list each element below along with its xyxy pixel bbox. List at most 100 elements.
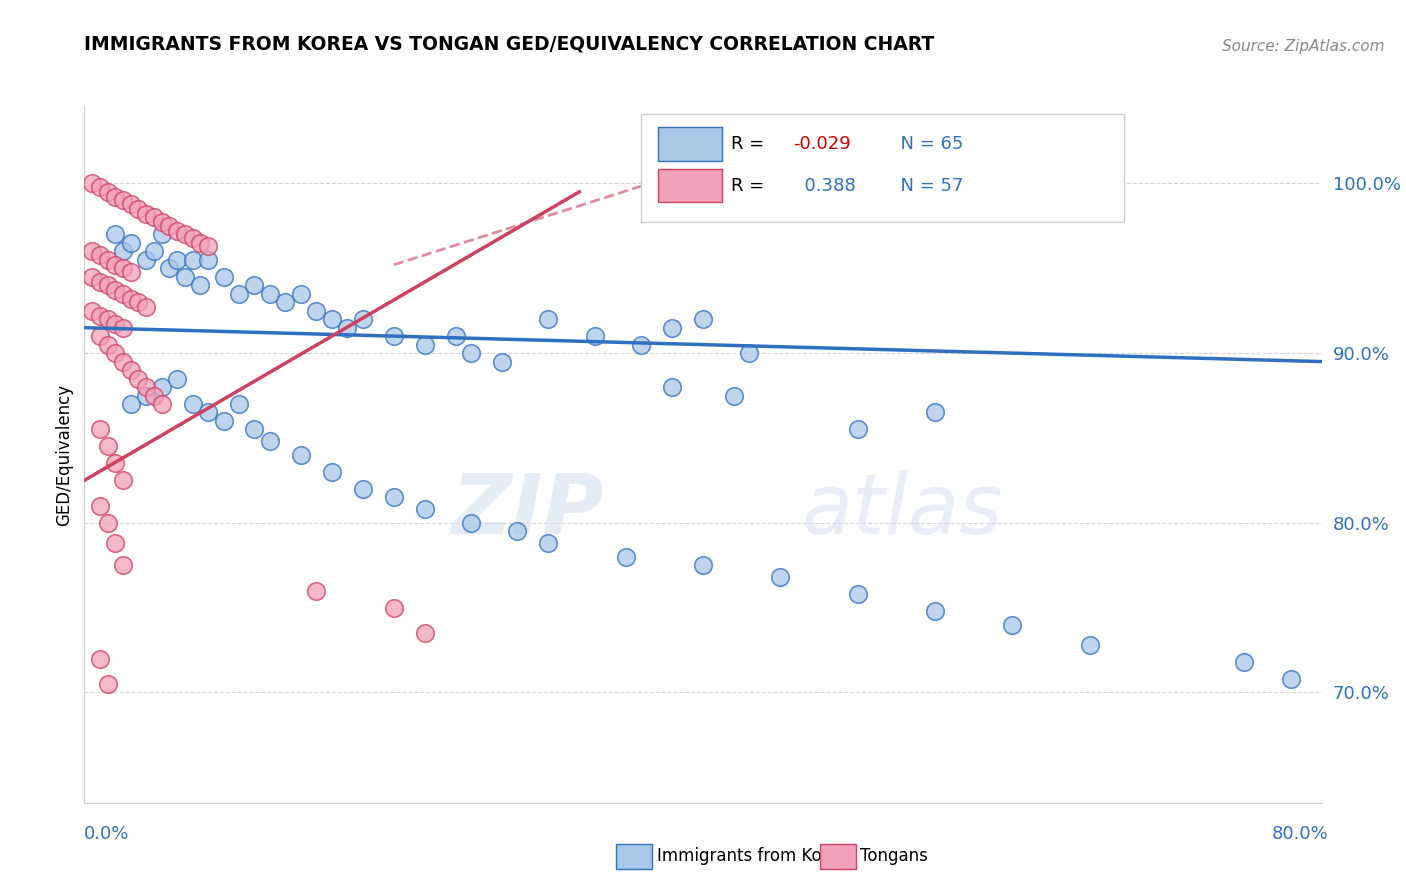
Point [188,278,211,293]
Point [924,405,946,419]
Point [112,558,135,573]
Text: Source: ZipAtlas.com: Source: ZipAtlas.com [1222,38,1385,54]
Point [382,600,405,615]
Point [89,422,111,436]
Point [661,320,683,334]
Point [321,312,343,326]
Point [120,292,142,306]
Point [174,227,197,242]
Point [692,558,714,573]
Point [150,397,173,411]
Point [228,286,250,301]
Point [197,405,219,419]
Point [491,354,513,368]
Text: 0.388: 0.388 [793,177,856,194]
Point [89,248,111,262]
Point [460,346,482,360]
Text: Tongans: Tongans [860,847,928,865]
Point [104,457,127,471]
Point [112,354,135,368]
Point [82,269,104,284]
Point [1001,617,1024,632]
Point [259,434,281,449]
Text: N = 65: N = 65 [889,135,963,153]
Point [290,286,312,301]
Text: 80.0%: 80.0% [1272,825,1329,843]
FancyBboxPatch shape [658,169,721,202]
Point [82,244,104,259]
Point [89,329,111,343]
Point [243,422,266,436]
Point [382,491,405,505]
Point [181,230,204,244]
Point [228,397,250,411]
Point [112,320,135,334]
Point [135,388,157,402]
Point [150,227,173,242]
Point [352,312,374,326]
Point [661,380,683,394]
Text: atlas: atlas [801,470,1004,551]
Point [82,177,104,191]
Point [197,252,219,267]
Point [166,252,188,267]
Point [537,536,560,550]
Point [120,397,142,411]
Point [846,422,869,436]
Point [89,651,111,665]
Point [212,269,235,284]
Point [96,312,118,326]
Point [692,312,714,326]
Point [188,235,211,250]
Point [120,265,142,279]
Point [166,371,188,385]
Point [150,215,173,229]
Point [352,482,374,496]
Point [305,583,328,598]
Point [150,380,173,394]
Point [135,300,157,314]
Point [738,346,761,360]
Point [274,295,297,310]
FancyBboxPatch shape [641,114,1123,222]
Point [96,337,118,351]
Point [135,380,157,394]
Point [120,363,142,377]
Point [769,570,792,584]
Point [846,587,869,601]
Text: N = 57: N = 57 [889,177,963,194]
Point [104,258,127,272]
Point [135,207,157,221]
Point [174,269,197,284]
Text: Immigrants from Korea: Immigrants from Korea [657,847,848,865]
Point [181,252,204,267]
Text: 0.0%: 0.0% [84,825,129,843]
Point [89,179,111,194]
Point [460,516,482,530]
Point [159,219,180,233]
Point [104,318,127,332]
Point [112,474,135,488]
Point [305,303,328,318]
Point [127,295,149,310]
Point [143,388,166,402]
Point [127,202,149,216]
Point [413,337,436,351]
Point [89,499,111,513]
Point [143,211,166,225]
Point [104,227,127,242]
Text: -0.029: -0.029 [793,135,851,153]
Point [583,329,606,343]
Point [181,397,204,411]
Point [135,252,157,267]
Point [89,275,111,289]
Point [630,337,652,351]
Text: R =: R = [731,135,770,153]
Point [1279,672,1302,686]
Point [96,278,118,293]
Point [82,303,104,318]
Point [166,224,188,238]
Text: R =: R = [731,177,770,194]
Point [413,626,436,640]
Point [159,261,180,276]
